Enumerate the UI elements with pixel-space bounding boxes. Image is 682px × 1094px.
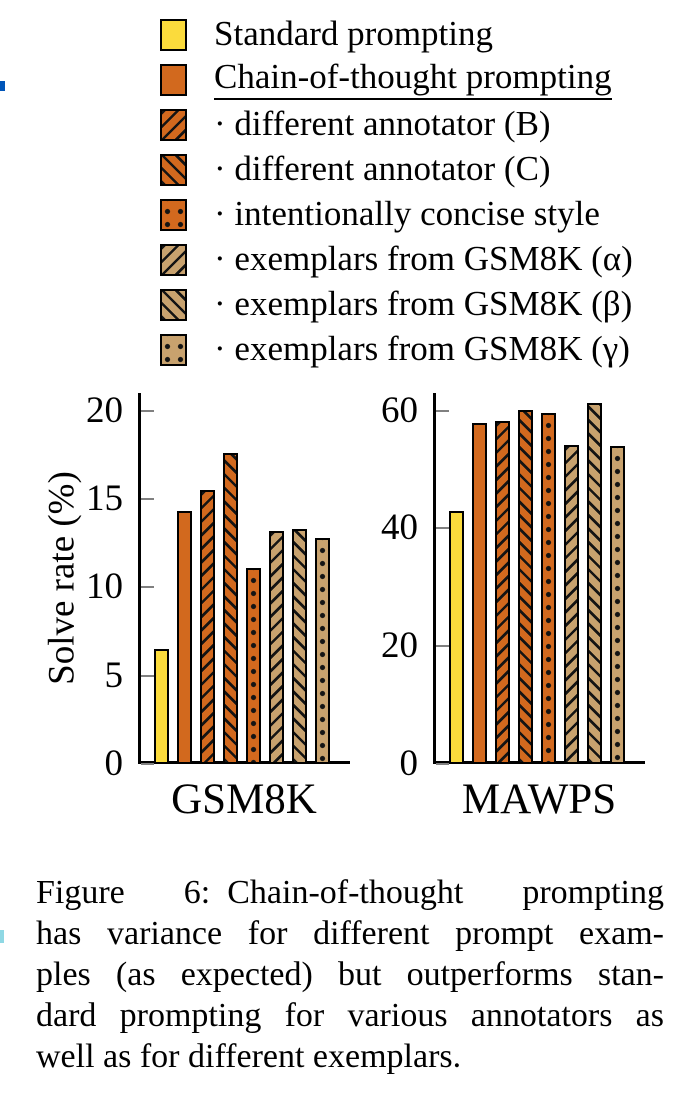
legend-item-label: Standard prompting bbox=[214, 14, 493, 54]
gsm8k-bar-2 bbox=[177, 511, 192, 764]
plot-area bbox=[138, 393, 350, 764]
legend-item-gsm8k-beta: · exemplars from GSM8K (β) bbox=[160, 282, 633, 327]
legend-item-gsm8k-gamma: · exemplars from GSM8K (γ) bbox=[160, 327, 633, 372]
legend-item-label: · different annotator (B) bbox=[214, 104, 551, 144]
legend-item-label: · different annotator (C) bbox=[214, 149, 551, 189]
mawps-bar-8 bbox=[610, 446, 625, 764]
legend-item-label: Chain-of-thought prompting bbox=[214, 58, 612, 101]
y-tick-label: 0 bbox=[399, 743, 419, 784]
gsm8k-bar-5 bbox=[246, 567, 261, 764]
y-tick-label: 20 bbox=[86, 389, 123, 431]
y-axis: 0 5 10 15 20 bbox=[86, 391, 350, 783]
legend-swatch bbox=[160, 153, 187, 186]
y-tick bbox=[436, 527, 449, 530]
legend-swatch bbox=[160, 18, 187, 51]
legend-swatch bbox=[160, 198, 187, 231]
y-tick bbox=[436, 763, 449, 765]
mawps-chart: 0 20 40 60 MAWPS bbox=[381, 391, 645, 823]
y-tick-label: 15 bbox=[86, 478, 123, 519]
legend-swatch bbox=[160, 288, 187, 321]
gsm8k-bar-7 bbox=[292, 529, 307, 764]
chart-legend: Standard prompting Chain-of-thought prom… bbox=[160, 12, 633, 372]
caption-line: dard prompting for various annotators as bbox=[36, 997, 664, 1034]
y-axis: 0 20 40 60 bbox=[381, 391, 645, 783]
figure-caption: Figure 6: Chain-of-thought prompting has… bbox=[36, 872, 664, 1077]
legend-item-label: · exemplars from GSM8K (β) bbox=[214, 284, 633, 324]
legend-swatch bbox=[160, 108, 187, 141]
gsm8k-chart: 0 5 10 15 20 Solve rate (%) GSM8K bbox=[42, 391, 350, 823]
caption-line: well as for different exemplars. bbox=[36, 1038, 462, 1075]
bar-group bbox=[449, 403, 625, 764]
y-tick bbox=[436, 409, 449, 412]
legend-swatch bbox=[160, 63, 187, 96]
y-tick bbox=[141, 674, 154, 677]
y-tick bbox=[141, 586, 154, 589]
mawps-bar-3 bbox=[495, 421, 510, 764]
legend-item-chain-of-thought: Chain-of-thought prompting bbox=[160, 57, 633, 102]
legend-item-label: · intentionally concise style bbox=[214, 194, 600, 234]
y-tick bbox=[141, 409, 154, 412]
y-tick-label: 20 bbox=[381, 625, 418, 667]
x-axis-group-label: GSM8K bbox=[171, 776, 317, 823]
y-tick bbox=[141, 763, 154, 765]
legend-item-label: · exemplars from GSM8K (α) bbox=[214, 239, 633, 279]
caption-line: ples (as expected) but outperforms stan- bbox=[36, 956, 664, 993]
caption-line: has variance for different prompt exam- bbox=[36, 915, 664, 952]
gsm8k-bar-8 bbox=[315, 537, 330, 764]
legend-swatch bbox=[160, 333, 187, 366]
legend-item-annotator-b: · different annotator (B) bbox=[160, 102, 633, 147]
legend-item-label: · exemplars from GSM8K (γ) bbox=[214, 329, 630, 369]
gsm8k-bar-3 bbox=[200, 490, 215, 764]
page-edge-artifact bbox=[0, 930, 4, 943]
gsm8k-bar-4 bbox=[223, 453, 238, 764]
y-tick bbox=[141, 498, 154, 500]
legend-swatch bbox=[160, 243, 187, 276]
y-tick-label: 40 bbox=[381, 507, 418, 549]
page-edge-artifact bbox=[0, 81, 5, 91]
y-tick-label: 10 bbox=[86, 566, 123, 608]
mawps-bar-4 bbox=[518, 410, 533, 764]
y-axis-label: Solve rate (%) bbox=[41, 471, 83, 685]
legend-item-standard-prompting: Standard prompting bbox=[160, 12, 633, 57]
bar-group bbox=[154, 453, 330, 764]
mawps-bar-5 bbox=[541, 413, 556, 764]
legend-item-concise-style: · intentionally concise style bbox=[160, 192, 633, 237]
y-tick-label: 60 bbox=[381, 389, 418, 431]
y-tick bbox=[436, 645, 449, 648]
caption-line: Figure 6: Chain-of-thought prompting bbox=[36, 874, 664, 911]
mawps-bar-6 bbox=[564, 445, 579, 764]
mawps-bar-2 bbox=[472, 423, 487, 764]
gsm8k-bar-1 bbox=[154, 649, 169, 764]
plot-area bbox=[433, 393, 645, 764]
legend-item-gsm8k-alpha: · exemplars from GSM8K (α) bbox=[160, 237, 633, 282]
y-tick-label: 5 bbox=[104, 654, 124, 696]
legend-item-annotator-c: · different annotator (C) bbox=[160, 147, 633, 192]
gsm8k-bar-6 bbox=[269, 530, 284, 764]
mawps-bar-1 bbox=[449, 510, 464, 764]
x-axis-group-label: MAWPS bbox=[461, 776, 617, 823]
mawps-bar-7 bbox=[587, 403, 602, 764]
y-tick-label: 0 bbox=[104, 743, 124, 784]
